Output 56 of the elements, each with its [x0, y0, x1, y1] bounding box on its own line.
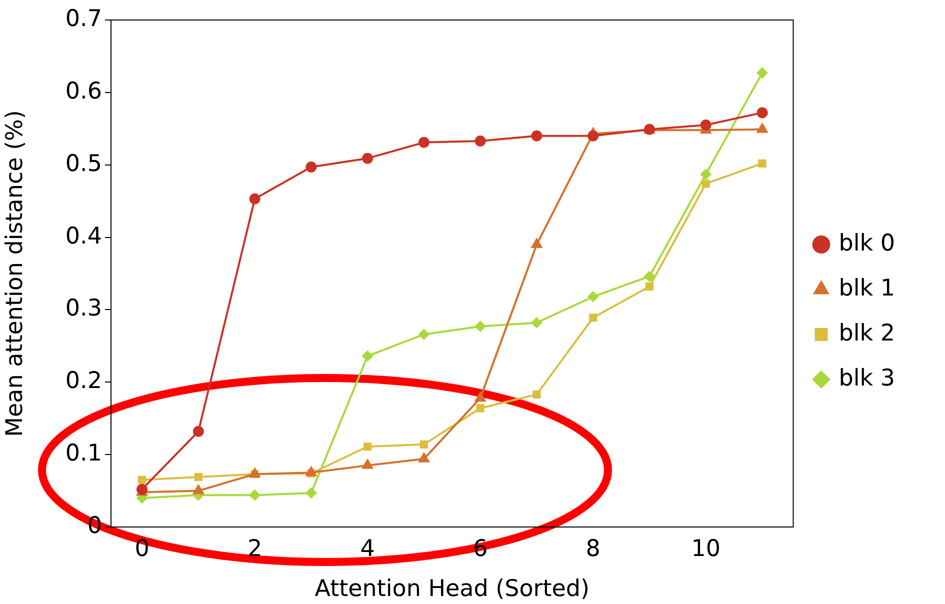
point: [702, 180, 710, 188]
point: [756, 67, 768, 78]
y-tick-label: 0.5: [65, 150, 102, 177]
point: [644, 270, 655, 282]
x-tick-label: 10: [691, 536, 720, 562]
y-tick-label: 0.2: [65, 368, 102, 394]
point: [476, 404, 484, 412]
point: [756, 107, 768, 118]
legend-label: blk 0: [838, 230, 896, 256]
point: [418, 452, 430, 462]
point: [588, 291, 599, 302]
point: [532, 390, 541, 398]
y-tick-label: 0.6: [65, 78, 102, 104]
point: [364, 442, 372, 451]
point: [362, 152, 374, 164]
x-tick-label: 8: [586, 536, 600, 562]
y-axis-title: Mean attention distance (%): [2, 110, 28, 437]
x-tick-label: 2: [247, 536, 262, 562]
y-tick-label: 0.3: [65, 296, 102, 322]
y-tick-label: 0.1: [65, 440, 102, 467]
point: [249, 468, 260, 478]
point: [474, 135, 486, 146]
point: [531, 317, 542, 328]
point: [362, 350, 374, 362]
legend-label: blk 1: [838, 275, 896, 302]
legend-label: blk 2: [838, 320, 896, 346]
point: [192, 484, 204, 494]
point: [138, 476, 146, 484]
point: [700, 168, 712, 180]
point: [531, 238, 542, 248]
point: [362, 458, 374, 469]
point: [418, 136, 430, 148]
y-tick-label: 0.7: [65, 6, 102, 32]
point: [645, 282, 654, 291]
x-axis-title: Attention Head (Sorted): [314, 576, 590, 602]
point: [306, 487, 317, 498]
point: [756, 122, 768, 133]
point: [474, 320, 486, 332]
x-tick-label: 0: [134, 536, 150, 562]
point: [700, 120, 712, 131]
point: [249, 193, 260, 204]
legend-label: blk 3: [838, 365, 896, 392]
point: [474, 392, 486, 402]
point: [589, 314, 598, 322]
point: [418, 328, 430, 340]
point: [305, 466, 317, 476]
point: [420, 440, 428, 448]
point: [758, 159, 766, 168]
point: [588, 130, 599, 142]
point: [249, 490, 260, 501]
point: [192, 426, 204, 437]
x-tick-label: 4: [360, 536, 375, 562]
point: [531, 130, 542, 142]
point: [194, 472, 202, 482]
point: [306, 162, 317, 173]
y-tick-label: 0.4: [65, 223, 102, 250]
